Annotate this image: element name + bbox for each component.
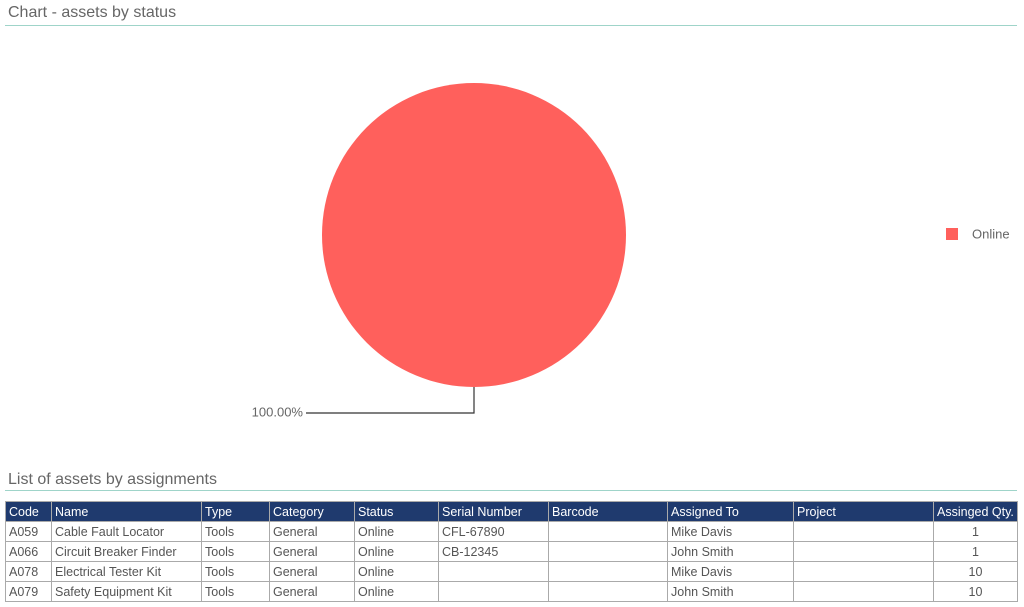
assets-table: Code Name Type Category Status Serial Number B… (5, 501, 1018, 602)
data-label: 100.00% (252, 404, 304, 419)
table-cell: CFL-67890 (438, 521, 549, 542)
table-cell: 1 (933, 521, 1018, 542)
table-cell: A079 (5, 581, 52, 602)
table-cell: Online (354, 521, 439, 542)
column-header: Category (269, 501, 355, 522)
table-cell: 10 (933, 561, 1018, 582)
table-row: A066 Circuit Breaker Finder Tools General On… (5, 541, 1018, 562)
table-cell: Online (354, 541, 439, 562)
table-cell: Electrical Tester Kit (51, 561, 202, 582)
legend-swatch (946, 228, 958, 240)
column-header: Assigned To (667, 501, 794, 522)
divider (5, 25, 1017, 26)
table-cell: Tools (201, 581, 270, 602)
table-row: A059 Cable Fault Locator Tools General Onlin… (5, 521, 1018, 542)
table-cell: 10 (933, 581, 1018, 602)
chart: 100.00% Online (252, 83, 1010, 419)
column-header: Barcode (548, 501, 668, 522)
leader-line (306, 387, 475, 414)
column-header: Project (793, 501, 934, 522)
table-cell: Tools (201, 521, 270, 542)
column-header: Assinged Qty. (933, 501, 1018, 522)
table-cell (548, 541, 668, 562)
table-cell: Tools (201, 561, 270, 582)
table-cell (793, 541, 934, 562)
table-cell (438, 561, 549, 582)
column-header: Serial Number (438, 501, 549, 522)
section-title: List of assets by assignments (8, 471, 217, 488)
column-header: Type (201, 501, 270, 522)
table-cell (548, 581, 668, 602)
table-cell: Safety Equipment Kit (51, 581, 202, 602)
table-cell: John Smith (667, 541, 794, 562)
section-title: Chart - assets by status (8, 4, 177, 21)
table-cell: Tools (201, 541, 270, 562)
table-cell: Online (354, 561, 439, 582)
table-row: A079 Safety Equipment Kit Tools General Onli… (5, 581, 1018, 602)
table-cell: Mike Davis (667, 521, 794, 542)
table-cell (438, 581, 549, 602)
column-header: Name (51, 501, 202, 522)
table-cell: General (269, 521, 355, 542)
table-cell: A066 (5, 541, 52, 562)
table-cell (793, 581, 934, 602)
table-cell: A078 (5, 561, 52, 582)
table-cell: Online (354, 581, 439, 602)
table-cell: Cable Fault Locator (51, 521, 202, 542)
table-cell: General (269, 581, 355, 602)
table-row: A078 Electrical Tester Kit Tools General Onl… (5, 561, 1018, 582)
table-cell: A059 (5, 521, 52, 542)
table-cell: Circuit Breaker Finder (51, 541, 202, 562)
table-cell (793, 561, 934, 582)
divider (5, 490, 1017, 491)
legend-label: Online (972, 226, 1010, 241)
table-cell: 1 (933, 541, 1018, 562)
table-cell: General (269, 541, 355, 562)
table-cell: CB-12345 (438, 541, 549, 562)
table-cell (548, 561, 668, 582)
table-cell: John Smith (667, 581, 794, 602)
column-header: Status (354, 501, 439, 522)
table-cell (793, 521, 934, 542)
table-cell (548, 521, 668, 542)
table-cell: General (269, 561, 355, 582)
column-header: Code (5, 501, 52, 522)
table-cell: Mike Davis (667, 561, 794, 582)
pie-slice (322, 83, 626, 387)
